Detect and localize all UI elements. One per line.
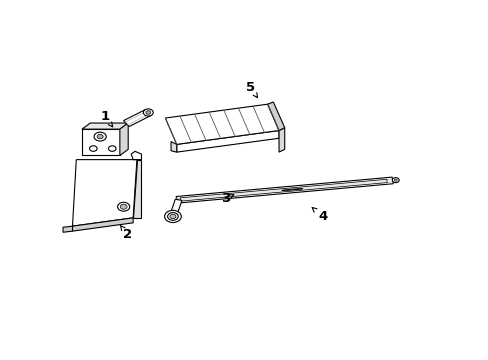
Polygon shape	[176, 177, 392, 203]
Circle shape	[393, 179, 396, 181]
Circle shape	[167, 212, 178, 220]
Ellipse shape	[288, 189, 295, 190]
Circle shape	[164, 210, 181, 222]
Circle shape	[108, 146, 116, 151]
Circle shape	[94, 132, 106, 141]
Polygon shape	[180, 179, 386, 201]
Ellipse shape	[120, 172, 127, 175]
Circle shape	[117, 202, 129, 211]
Polygon shape	[165, 104, 279, 144]
Polygon shape	[171, 141, 176, 152]
Text: 1: 1	[100, 110, 112, 127]
Text: 5: 5	[245, 81, 257, 98]
Circle shape	[120, 204, 127, 209]
Circle shape	[391, 177, 398, 183]
Polygon shape	[82, 123, 128, 129]
Ellipse shape	[101, 209, 112, 215]
Polygon shape	[133, 159, 141, 218]
Ellipse shape	[122, 183, 127, 186]
Polygon shape	[279, 128, 284, 152]
Circle shape	[143, 109, 153, 116]
Polygon shape	[82, 129, 120, 156]
Polygon shape	[123, 109, 151, 127]
Polygon shape	[120, 123, 128, 156]
Polygon shape	[176, 131, 279, 152]
Circle shape	[97, 134, 103, 139]
Circle shape	[89, 146, 97, 151]
Text: 3: 3	[221, 192, 233, 205]
Circle shape	[169, 214, 176, 219]
Ellipse shape	[282, 190, 288, 191]
Polygon shape	[169, 199, 182, 217]
Text: 4: 4	[311, 208, 326, 223]
Circle shape	[145, 111, 150, 114]
Text: 2: 2	[120, 225, 132, 241]
Ellipse shape	[295, 188, 302, 190]
Polygon shape	[267, 102, 284, 131]
Polygon shape	[63, 226, 72, 232]
Ellipse shape	[87, 189, 102, 197]
Polygon shape	[72, 218, 133, 231]
Polygon shape	[131, 151, 141, 159]
Polygon shape	[72, 159, 137, 226]
